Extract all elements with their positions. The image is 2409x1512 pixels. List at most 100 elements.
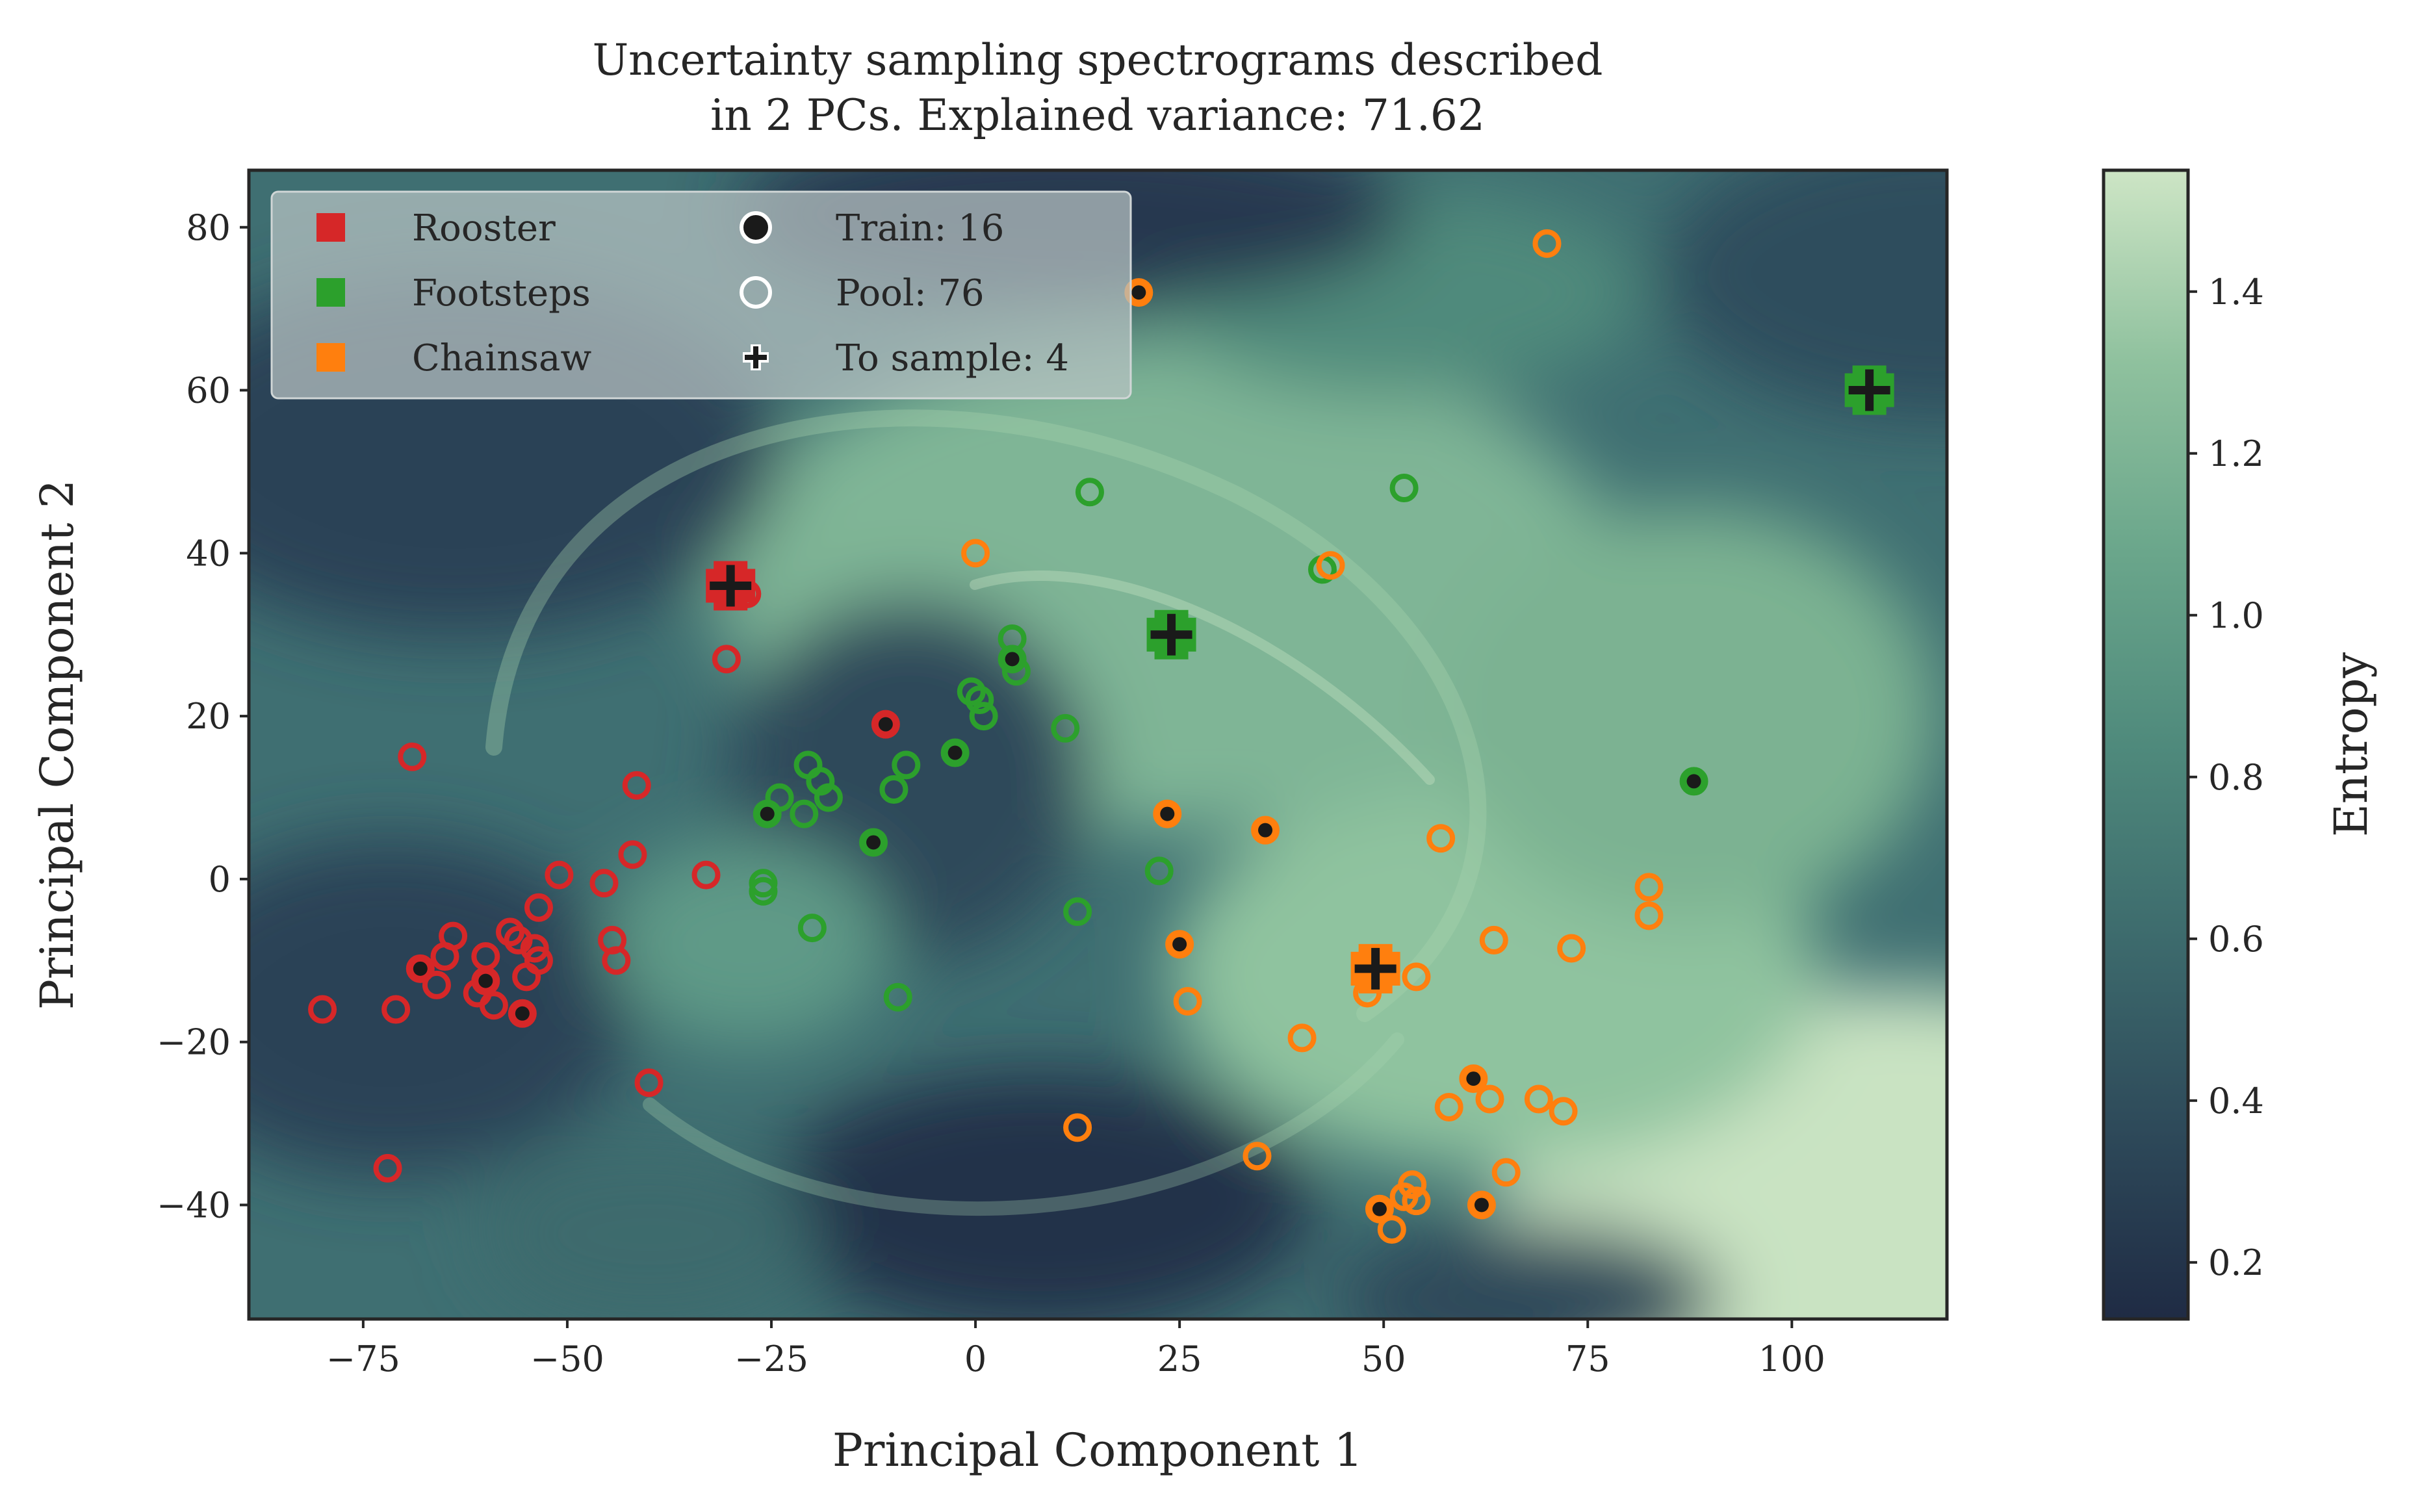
rooster-train-point <box>406 954 435 983</box>
chainsaw-pool-point <box>1524 1084 1553 1114</box>
footsteps-pool-point <box>883 982 912 1012</box>
chainsaw-pool-point <box>1634 901 1664 930</box>
rooster-pool-point <box>712 645 741 674</box>
rooster-pool-point <box>524 946 553 975</box>
legend-train-marker-icon <box>740 211 772 244</box>
rooster-pool-point <box>496 917 524 947</box>
footsteps-to-sample-point <box>1844 365 1894 415</box>
footsteps-train-point <box>998 645 1027 674</box>
scatter-layer <box>308 229 1894 1244</box>
footsteps-pool-point <box>790 799 819 828</box>
y-tick-label: 40 <box>186 533 231 574</box>
chainsaw-train-point <box>1165 930 1194 959</box>
chainsaw-pool-point <box>1532 229 1562 258</box>
footsteps-train-point <box>940 738 970 767</box>
chainsaw-pool-point <box>1173 986 1202 1016</box>
chainsaw-pool-point <box>1402 1186 1431 1216</box>
x-tick-label: 100 <box>1758 1339 1825 1379</box>
legend-swatch-chainsaw <box>316 343 345 372</box>
sample-markers <box>706 365 1894 993</box>
footsteps-pool-point <box>1075 478 1104 507</box>
colorbar-ticks: 0.2 0.4 0.6 0.8 1.0 1.2 1.4 <box>2188 272 2264 1283</box>
chainsaw-pool-point <box>1557 934 1586 963</box>
chainsaw-pool-point <box>1316 551 1345 580</box>
legend-swatch-footsteps <box>316 278 345 307</box>
legend: Rooster Footsteps Chainsaw Train: 16 Poo… <box>270 190 1132 400</box>
colorbar-gradient-bar <box>2104 170 2188 1319</box>
rooster-pool-point <box>622 771 651 800</box>
legend-box <box>270 190 1132 400</box>
rooster-pool-point <box>545 860 574 890</box>
footsteps-pool-point <box>1144 856 1174 886</box>
pool-markers <box>308 229 1664 1244</box>
chainsaw-pool-point <box>1491 1158 1521 1187</box>
rooster-pool-point <box>422 970 451 999</box>
title-line-2: in 2 PCs. Explained variance: 71.62 <box>710 90 1485 140</box>
y-axis-label: Principal Component 2 <box>31 480 84 1010</box>
y-tick-label: 0 <box>209 859 231 900</box>
chainsaw-train-point <box>1467 1190 1496 1220</box>
rooster-pool-point <box>398 742 427 771</box>
chainsaw-pool-point <box>1377 1215 1406 1244</box>
rooster-pool-point <box>439 921 468 951</box>
footsteps-pool-point <box>814 783 843 812</box>
colorbar-label: Entropy <box>2325 652 2378 837</box>
colorbar-frame <box>2102 168 2190 1321</box>
legend-sample-marker-icon <box>743 344 769 370</box>
rooster-pool-point <box>308 995 337 1024</box>
rooster-pool-point <box>524 893 553 922</box>
plot-frame <box>247 168 1949 1321</box>
y-axis-ticks: −40 −20 0 20 40 60 80 <box>157 207 249 1225</box>
chainsaw-pool-point <box>1402 962 1431 992</box>
legend-label-footsteps: Footsteps <box>412 272 591 314</box>
rooster-pool-point <box>634 1068 663 1097</box>
colorbar-tick-label: 0.8 <box>2208 757 2264 798</box>
footsteps-pool-point <box>797 914 827 943</box>
y-tick-label: 80 <box>186 207 231 248</box>
x-tick-label: 25 <box>1157 1339 1202 1379</box>
colorbar-tick-label: 1.0 <box>2208 595 2264 636</box>
chainsaw-pool-point <box>1426 824 1456 853</box>
legend-label-rooster: Rooster <box>412 207 556 250</box>
chainsaw-pool-point <box>1475 1084 1504 1114</box>
footsteps-pool-point <box>749 869 778 898</box>
chainsaw-to-sample-point <box>1350 943 1400 993</box>
rooster-pool-point <box>602 946 631 975</box>
x-tick-label: 50 <box>1361 1339 1406 1379</box>
chainsaw-train-point <box>1459 1064 1488 1094</box>
rooster-pool-point <box>373 1154 402 1183</box>
rooster-pool-point <box>618 840 647 869</box>
chainsaw-train-point <box>1365 1194 1394 1224</box>
chainsaw-pool-point <box>1063 1113 1092 1142</box>
colorbar-tick-label: 0.2 <box>2208 1242 2264 1283</box>
footsteps-pool-point <box>957 677 986 706</box>
chainsaw-pool-point <box>1549 1097 1578 1126</box>
chainsaw-pool-point <box>1243 1142 1272 1171</box>
chainsaw-train-point <box>1251 815 1280 845</box>
chart-title: Uncertainty sampling spectrograms descri… <box>593 35 1603 140</box>
x-axis-ticks: −75 −50 −25 0 25 50 75 100 <box>326 1319 1825 1379</box>
rooster-to-sample-point <box>706 561 756 611</box>
colorbar-tick-label: 1.4 <box>2208 272 2264 313</box>
rooster-pool-point <box>479 991 508 1020</box>
y-tick-label: −20 <box>157 1022 231 1063</box>
footsteps-pool-point <box>892 750 921 780</box>
legend-label-train: Train: 16 <box>836 207 1004 250</box>
legend-pool-marker-icon <box>740 276 772 309</box>
footsteps-pool-point <box>1051 713 1080 743</box>
legend-label-sample: To sample: 4 <box>836 337 1069 379</box>
chainsaw-pool-point <box>1479 925 1508 955</box>
x-tick-label: −50 <box>530 1339 604 1379</box>
rooster-pool-point <box>691 860 721 890</box>
chainsaw-pool-point <box>1398 1170 1427 1199</box>
rooster-train-point <box>871 710 900 739</box>
footsteps-to-sample-point <box>1146 609 1196 660</box>
rooster-train-point <box>471 966 500 995</box>
footsteps-pool-point <box>965 686 994 715</box>
legend-label-pool: Pool: 76 <box>836 272 985 314</box>
heatmap-swirl <box>485 409 1487 1216</box>
chainsaw-train-point <box>1153 799 1182 828</box>
legend-swatch-rooster <box>316 213 345 242</box>
footsteps-pool-point <box>1389 474 1419 503</box>
chainsaw-pool-point <box>1634 873 1664 902</box>
